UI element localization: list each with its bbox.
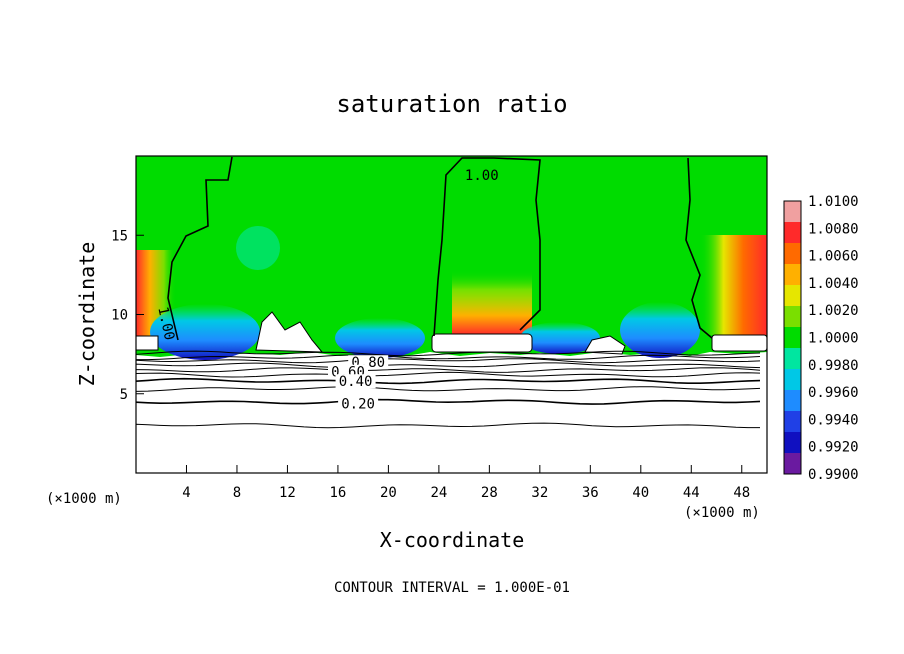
- colorbar-swatch: [784, 264, 801, 286]
- x-tick-label: 28: [481, 485, 498, 501]
- contour-interval-note: CONTOUR INTERVAL = 1.000E-01: [334, 580, 570, 596]
- colorbar-swatch: [784, 285, 801, 307]
- colorbar: 1.0100 1.0080 1.0060 1.0040 1.0020 1.0000 0.99…: [783, 194, 859, 483]
- contour-label-bg: [335, 374, 376, 389]
- y-axis-ticks: 5 10 15: [111, 228, 144, 403]
- colorbar-swatch: [784, 432, 801, 454]
- x-unit-label-left: (×1000 m): [46, 491, 122, 507]
- y-tick-label: 10: [111, 308, 128, 324]
- colorbar-level-label: 0.9900: [808, 467, 859, 483]
- mid-warm-region: [452, 270, 532, 335]
- colorbar-level-label: 0.9960: [808, 385, 859, 401]
- colorbar-level-label: 1.0060: [808, 249, 859, 265]
- plot-area: [136, 156, 767, 473]
- x-tick-label: 20: [380, 485, 397, 501]
- contour-label: 1.00: [465, 168, 499, 184]
- x-tick-label: 32: [531, 485, 548, 501]
- blue-pocket-4: [620, 302, 700, 358]
- contour-line: [136, 371, 761, 378]
- colorbar-level-label: 1.0080: [808, 221, 859, 237]
- colorbar-swatch: [784, 390, 801, 412]
- contour-labels: 1.001.000.800.600.400.20: [154, 168, 499, 412]
- cloud-cap-4: [255, 311, 324, 353]
- colorbar-swatch: [784, 453, 801, 475]
- cloud-cap-1: [136, 335, 159, 351]
- x-tick-label: 8: [233, 485, 241, 501]
- contour-line: [136, 358, 761, 364]
- colorbar-level-label: 0.9940: [808, 412, 859, 428]
- colorbar-swatch: [784, 411, 801, 433]
- blue-pocket-2: [335, 318, 425, 358]
- contour-line: [136, 377, 761, 385]
- contour-label-bg: [338, 396, 379, 411]
- colorbar-frame: [783, 200, 802, 475]
- x-axis-ticks: 4 8 12 16 20 24 28 32 36 40 44 48: [182, 465, 750, 501]
- chart-title: saturation ratio: [336, 90, 567, 118]
- cyan-patch: [236, 226, 280, 270]
- colorbar-swatch: [784, 348, 801, 370]
- x-tick-label: 12: [279, 485, 296, 501]
- right-warm-region: [700, 235, 767, 335]
- colorbar-level-label: 1.0100: [808, 194, 859, 210]
- contour-line: [136, 354, 761, 361]
- green-field: [136, 156, 767, 357]
- blue-pocket-3: [520, 322, 600, 354]
- contour-label: 0.40: [339, 374, 373, 390]
- x-axis-label: X-coordinate: [380, 528, 525, 552]
- x-unit-label-right: (×1000 m): [684, 505, 760, 521]
- contour-line: [136, 398, 761, 405]
- colorbar-swatch: [784, 201, 801, 223]
- blue-pocket-1: [150, 304, 260, 360]
- x-tick-label: 16: [329, 485, 346, 501]
- contour-lines: [136, 350, 761, 429]
- contour-1-00-right: [685, 157, 713, 339]
- x-tick-label: 24: [430, 485, 447, 501]
- x-tick-label: 4: [182, 485, 190, 501]
- contour-line: [136, 386, 761, 392]
- contour-label: 0.20: [341, 396, 375, 412]
- contour-line: [136, 367, 761, 373]
- contour-1-00-left: [167, 156, 233, 341]
- colorbar-level-label: 1.0000: [808, 331, 859, 347]
- colorbar-swatch: [784, 306, 801, 328]
- colorbar-level-label: 0.9920: [808, 440, 859, 456]
- x-tick-label: 44: [683, 485, 700, 501]
- cloud-cap-3: [711, 334, 767, 352]
- contour-line: [136, 422, 760, 429]
- colorbar-level-label: 1.0020: [808, 303, 859, 319]
- y-axis-label: Z-coordinate: [75, 242, 99, 387]
- colorbar-level-label: 1.0040: [808, 276, 859, 292]
- y-tick-label: 15: [111, 228, 128, 244]
- contour-1-00-middle: [433, 157, 541, 337]
- contour-line: [136, 362, 761, 369]
- contour-line: [136, 350, 761, 357]
- y-tick-label: 5: [120, 387, 128, 403]
- colorbar-level-label: 0.9980: [808, 358, 859, 374]
- cloud-cap-5: [584, 335, 626, 355]
- colorbar-swatch: [784, 369, 801, 391]
- colorbar-swatch: [784, 222, 801, 244]
- colorbar-swatch: [784, 243, 801, 265]
- contour-label: 1.00: [154, 305, 177, 341]
- x-tick-label: 36: [582, 485, 599, 501]
- cloud-cap-2: [431, 333, 533, 353]
- colorbar-swatch: [784, 327, 801, 349]
- x-tick-label: 40: [632, 485, 649, 501]
- x-tick-label: 48: [733, 485, 750, 501]
